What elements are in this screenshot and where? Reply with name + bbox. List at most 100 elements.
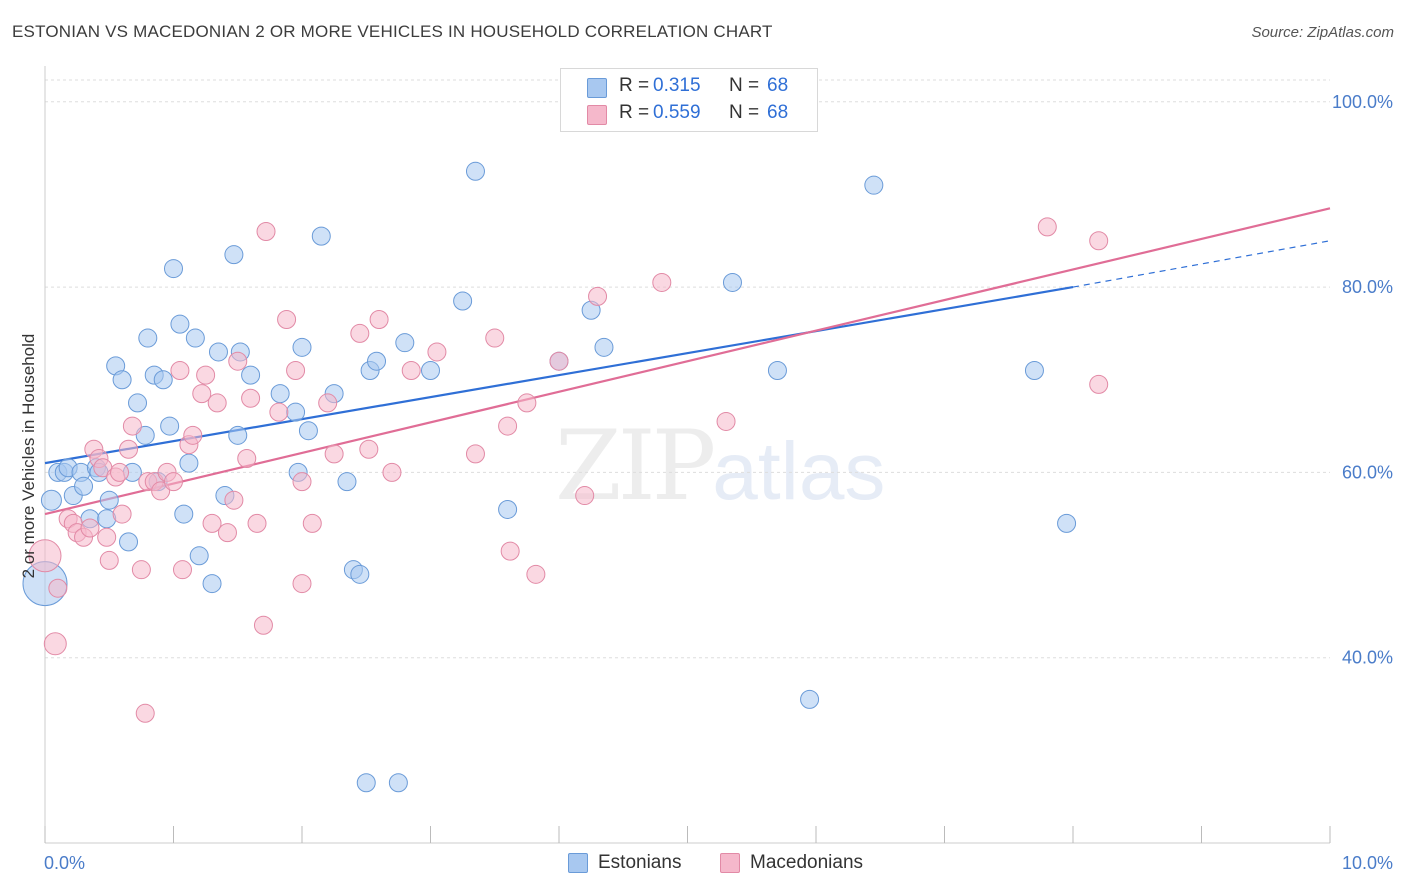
macedonian-point: [164, 472, 183, 492]
macedonians-legend-swatch: [720, 853, 740, 873]
y-tick-label: 80.0%: [1342, 277, 1393, 297]
estonian-point: [224, 245, 244, 265]
estonian-point: [356, 773, 376, 793]
macedonian-point: [131, 560, 151, 580]
macedonian-point: [253, 615, 273, 635]
y-tick-label: 40.0%: [1342, 648, 1393, 668]
macedonian-point: [350, 323, 370, 343]
legend-label: Estonians: [598, 852, 682, 873]
estonian-point: [395, 333, 415, 353]
y-tick-label: 60.0%: [1342, 462, 1393, 482]
estonian-point: [40, 489, 62, 511]
estonian-point: [594, 337, 614, 357]
macedonian-point: [526, 564, 546, 584]
macedonian-point: [112, 504, 132, 524]
estonian-point: [767, 360, 787, 380]
macedonian-point: [500, 541, 520, 561]
macedonian-point: [97, 527, 117, 547]
estonian-point: [1024, 360, 1044, 380]
estonian-point: [99, 490, 119, 510]
estonian-point: [311, 226, 331, 246]
macedonian-point: [192, 384, 212, 404]
macedonian-point: [217, 523, 237, 543]
axes: [44, 66, 1331, 844]
x-tick-label: 10.0%: [1342, 853, 1393, 873]
r-label: R =: [619, 102, 650, 123]
estonian-point: [350, 564, 370, 584]
macedonian-point: [716, 411, 736, 431]
macedonian-point: [517, 393, 537, 413]
estonian-point: [465, 161, 485, 181]
estonian-point: [135, 425, 155, 445]
estonian-point: [228, 425, 248, 445]
n-label: N =: [729, 102, 760, 123]
estonian-point: [498, 499, 518, 519]
macedonian-point: [369, 310, 389, 330]
macedonian-point: [241, 388, 261, 408]
estonian-point: [292, 337, 312, 357]
estonian-point: [170, 314, 190, 334]
x-tick-label: 0.0%: [44, 853, 85, 873]
macedonian-point: [119, 439, 139, 459]
macedonian-point: [1037, 217, 1057, 237]
stats-legend: R = 0.315 N = 68 R = 0.559 N = 68: [560, 68, 818, 132]
macedonian-point: [207, 393, 227, 413]
macedonian-trend-line: [44, 207, 1331, 516]
estonian-point: [138, 328, 158, 348]
macedonian-point: [183, 425, 203, 445]
r-value: 0.315: [653, 75, 701, 96]
estonian-point: [453, 291, 473, 311]
macedonian-point: [43, 632, 67, 656]
source-credit: Source: ZipAtlas.com: [1251, 24, 1394, 41]
estonians-swatch: [587, 78, 607, 98]
macedonian-point: [485, 328, 505, 348]
estonians-legend-swatch: [568, 853, 588, 873]
estonian-point: [74, 476, 94, 496]
macedonian-point: [575, 486, 595, 506]
macedonian-point: [324, 444, 344, 464]
macedonian-point: [359, 439, 379, 459]
estonian-point: [185, 328, 205, 348]
macedonian-point: [549, 351, 569, 371]
estonian-point: [286, 402, 306, 422]
estonian-point: [202, 574, 222, 594]
estonian-point: [119, 532, 139, 552]
macedonian-point: [224, 490, 244, 510]
trend-lines: [44, 207, 1331, 516]
macedonian-point: [292, 472, 312, 492]
macedonian-point: [292, 574, 312, 594]
estonian-point: [388, 773, 408, 793]
macedonian-point: [135, 703, 155, 723]
macedonian-point: [286, 360, 306, 380]
estonian-point: [722, 272, 742, 292]
estonian-point: [367, 351, 387, 371]
chart-title: ESTONIAN VS MACEDONIAN 2 OR MORE VEHICLE…: [12, 22, 773, 41]
macedonian-point: [382, 462, 402, 482]
legend-label: Macedonians: [750, 852, 864, 873]
n-label: N =: [729, 75, 760, 96]
macedonian-point: [151, 481, 171, 501]
estonian-trend-line: [44, 286, 1074, 465]
macedonian-point: [110, 462, 130, 482]
macedonian-point: [48, 578, 68, 598]
r-value: 0.559: [653, 102, 701, 123]
estonian-point: [270, 384, 290, 404]
macedonian-point: [498, 416, 518, 436]
macedonians-swatch: [587, 105, 607, 125]
macedonian-point: [465, 444, 485, 464]
estonian-trend-extension: [1072, 240, 1331, 288]
macedonian-point: [256, 222, 276, 242]
macedonian-point: [28, 539, 62, 573]
macedonian-point: [172, 560, 192, 580]
macedonian-point: [427, 342, 447, 362]
data-points: [22, 92, 1109, 793]
macedonian-point: [228, 351, 248, 371]
estonian-point: [208, 342, 228, 362]
n-value: 68: [767, 75, 789, 96]
macedonian-point: [269, 402, 289, 422]
macedonian-point: [237, 449, 257, 468]
estonian-point: [153, 370, 173, 390]
estonian-point: [189, 546, 209, 566]
macedonian-point: [588, 286, 608, 306]
